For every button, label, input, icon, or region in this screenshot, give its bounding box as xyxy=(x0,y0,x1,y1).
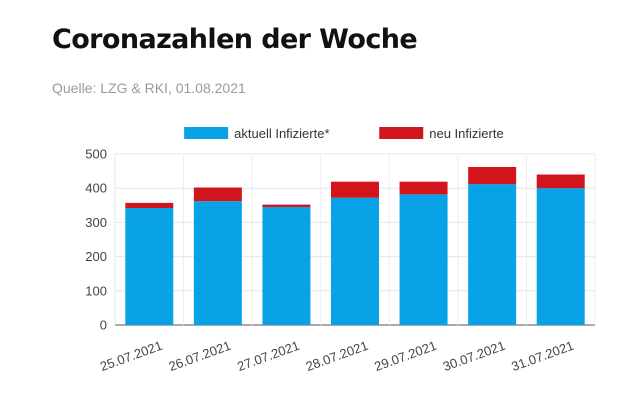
bar-aktuell-infizierte xyxy=(536,188,585,325)
legend-label-neu: neu Infizierte xyxy=(429,126,503,141)
bar-aktuell-infizierte xyxy=(125,208,174,325)
y-tick-label: 0 xyxy=(100,318,107,333)
y-tick-label: 500 xyxy=(85,147,107,162)
legend-swatch-neu xyxy=(379,127,424,139)
page-title: Coronazahlen der Woche xyxy=(52,24,418,55)
bar-neu-infizierte xyxy=(399,181,448,195)
x-tick-label: 28.07.2021 xyxy=(304,338,370,374)
y-tick-label: 300 xyxy=(85,215,107,230)
source-note: Quelle: LZG & RKI, 01.08.2021 xyxy=(52,80,246,96)
bar-neu-infizierte xyxy=(331,181,379,198)
bar-aktuell-infizierte xyxy=(193,201,242,325)
bar-neu-infizierte xyxy=(536,174,585,189)
legend-swatch-aktuell xyxy=(184,127,229,139)
x-tick-label: 29.07.2021 xyxy=(372,338,438,374)
bar-aktuell-infizierte xyxy=(331,197,379,325)
bar-aktuell-infizierte xyxy=(468,184,517,325)
bar-neu-infizierte xyxy=(125,202,174,209)
x-tick-label: 30.07.2021 xyxy=(441,338,507,374)
bar-aktuell-infizierte xyxy=(262,207,311,325)
bar-neu-infizierte xyxy=(468,166,517,185)
x-tick-label: 31.07.2021 xyxy=(509,338,575,374)
y-tick-label: 400 xyxy=(85,181,107,196)
x-tick-label: 25.07.2021 xyxy=(98,338,164,374)
x-tick-label: 27.07.2021 xyxy=(235,338,301,374)
bar-neu-infizierte xyxy=(262,204,311,208)
x-tick-label: 26.07.2021 xyxy=(167,338,233,374)
y-tick-label: 200 xyxy=(85,249,107,264)
y-tick-label: 100 xyxy=(85,283,107,298)
bar-aktuell-infizierte xyxy=(399,194,448,325)
bar-neu-infizierte xyxy=(193,187,242,202)
legend-label-aktuell: aktuell Infizierte* xyxy=(234,126,329,141)
